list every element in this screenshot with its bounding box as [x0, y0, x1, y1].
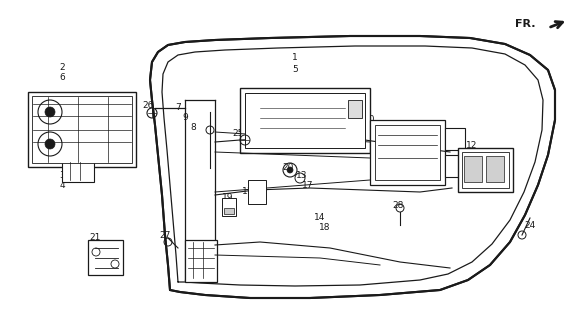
- Text: 19: 19: [222, 194, 234, 203]
- Text: 2: 2: [59, 63, 65, 73]
- Text: 16: 16: [466, 150, 478, 159]
- Text: 14: 14: [314, 213, 326, 222]
- Text: 4: 4: [59, 180, 65, 189]
- Bar: [458, 148, 513, 192]
- Bar: [245, 93, 365, 148]
- Text: 17: 17: [302, 180, 314, 189]
- Bar: [62, 160, 94, 182]
- Polygon shape: [150, 36, 555, 298]
- Bar: [462, 152, 509, 188]
- Text: 18: 18: [319, 223, 331, 233]
- Circle shape: [45, 107, 55, 117]
- Bar: [348, 100, 362, 118]
- Text: 25: 25: [232, 129, 244, 138]
- Text: 20: 20: [283, 164, 294, 172]
- Text: 9: 9: [182, 114, 188, 123]
- Text: 15: 15: [369, 127, 381, 137]
- Text: 26: 26: [142, 100, 154, 109]
- Bar: [185, 240, 217, 282]
- Text: 22: 22: [112, 263, 123, 273]
- Text: 7: 7: [175, 103, 181, 113]
- Text: 28: 28: [393, 201, 404, 210]
- Text: 10: 10: [364, 116, 376, 124]
- Circle shape: [45, 139, 55, 149]
- Text: 1: 1: [292, 53, 298, 62]
- Text: 24: 24: [524, 220, 536, 229]
- Text: 5: 5: [292, 66, 298, 75]
- Bar: [445, 155, 465, 177]
- Bar: [486, 156, 504, 182]
- Bar: [370, 120, 445, 185]
- Bar: [28, 92, 136, 167]
- Text: 6: 6: [59, 74, 65, 83]
- Text: FR.: FR.: [515, 19, 536, 29]
- Text: 11: 11: [242, 188, 254, 196]
- Bar: [445, 128, 465, 150]
- Bar: [464, 156, 482, 182]
- Bar: [248, 180, 266, 204]
- Bar: [224, 208, 234, 214]
- Bar: [375, 125, 440, 180]
- Bar: [222, 198, 236, 216]
- Circle shape: [287, 167, 293, 173]
- Text: 8: 8: [190, 124, 196, 132]
- Bar: [32, 96, 132, 163]
- Text: 21: 21: [90, 234, 101, 243]
- Text: 12: 12: [466, 140, 478, 149]
- Text: 13: 13: [296, 171, 308, 180]
- Text: 3: 3: [59, 171, 65, 180]
- Text: 23: 23: [116, 103, 128, 113]
- Bar: [240, 88, 370, 153]
- Text: 27: 27: [159, 230, 171, 239]
- Bar: [88, 240, 123, 275]
